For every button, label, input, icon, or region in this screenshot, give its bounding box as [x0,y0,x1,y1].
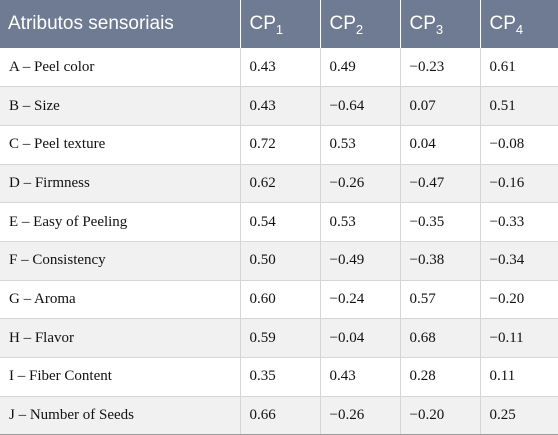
cell-cp2: −0.49 [319,241,400,281]
cell-cp3: 0.04 [399,125,480,165]
cell-cp2: 0.53 [319,125,400,165]
cell-cp3: 0.68 [399,318,480,358]
row-label: C – Peel texture [0,125,240,165]
header-cp3: CP3 [399,0,480,48]
cell-cp4: −0.33 [479,202,558,242]
header-cp1-base: CP [249,13,276,34]
cell-cp2: −0.26 [319,164,400,204]
table-header: Atributos sensoriais CP1 CP2 CP3 CP4 [0,0,558,48]
cell-cp3: −0.23 [399,48,480,88]
cell-cp3: −0.47 [399,164,480,204]
row-label: H – Flavor [0,318,240,358]
header-cp3-sub: 3 [435,22,444,37]
cell-cp1: 0.59 [239,318,320,358]
header-cp4-base: CP [489,13,516,34]
row-label: E – Easy of Peeling [0,202,240,242]
cell-cp3: 0.07 [399,86,480,126]
row-label: A – Peel color [0,48,240,88]
cell-cp4: 0.25 [479,396,558,435]
cell-cp4: −0.20 [479,280,558,320]
cell-cp2: 0.49 [319,48,400,88]
cell-cp1: 0.50 [239,241,320,281]
table-row: J – Number of Seeds 0.66 −0.26 −0.20 0.2… [0,396,558,435]
table-row: F – Consistency 0.50 −0.49 −0.38 −0.34 [0,241,558,281]
header-cp4-sub: 4 [515,22,524,37]
cell-cp1: 0.35 [239,357,320,397]
header-cp1: CP1 [239,0,320,48]
cell-cp3: 0.28 [399,357,480,397]
cell-cp1: 0.72 [239,125,320,165]
header-cp2-sub: 2 [355,22,364,37]
table-row: B – Size 0.43 −0.64 0.07 0.51 [0,86,558,126]
cell-cp1: 0.62 [239,164,320,204]
row-label: J – Number of Seeds [0,396,240,435]
row-label: I – Fiber Content [0,357,240,397]
cell-cp4: 0.11 [479,357,558,397]
cell-cp4: −0.08 [479,125,558,165]
cell-cp4: −0.11 [479,318,558,358]
cell-cp4: 0.61 [479,48,558,88]
row-label: F – Consistency [0,241,240,281]
cell-cp1: 0.43 [239,86,320,126]
header-cp3-base: CP [409,13,436,34]
cell-cp3: 0.57 [399,280,480,320]
row-label: B – Size [0,86,240,126]
table-row: G – Aroma 0.60 −0.24 0.57 −0.20 [0,280,558,320]
table-row: D – Firmness 0.62 −0.26 −0.47 −0.16 [0,164,558,204]
cell-cp3: −0.20 [399,396,480,435]
header-cp1-sub: 1 [275,22,284,37]
cell-cp1: 0.54 [239,202,320,242]
header-cp2-base: CP [329,13,356,34]
table-row: E – Easy of Peeling 0.54 0.53 −0.35 −0.3… [0,202,558,242]
cell-cp3: −0.35 [399,202,480,242]
cell-cp2: −0.04 [319,318,400,358]
cell-cp4: 0.51 [479,86,558,126]
table-row: H – Flavor 0.59 −0.04 0.68 −0.11 [0,318,558,358]
cell-cp2: −0.26 [319,396,400,435]
cell-cp1: 0.60 [239,280,320,320]
header-row: Atributos sensoriais CP1 CP2 CP3 CP4 [0,0,558,48]
cell-cp2: −0.64 [319,86,400,126]
cell-cp3: −0.38 [399,241,480,281]
header-attributes: Atributos sensoriais [8,13,174,34]
cell-cp4: −0.34 [479,241,558,281]
header-cp4: CP4 [479,0,558,48]
table-row: C – Peel texture 0.72 0.53 0.04 −0.08 [0,125,558,165]
table-row: A – Peel color 0.43 0.49 −0.23 0.61 [0,48,558,88]
table-body: A – Peel color 0.43 0.49 −0.23 0.61 B – … [0,48,558,435]
cell-cp4: −0.16 [479,164,558,204]
row-label: D – Firmness [0,164,240,204]
cell-cp1: 0.66 [239,396,320,435]
row-label: G – Aroma [0,280,240,320]
header-cp2: CP2 [319,0,400,48]
cell-cp2: −0.24 [319,280,400,320]
cell-cp2: 0.53 [319,202,400,242]
cell-cp2: 0.43 [319,357,400,397]
cell-cp1: 0.43 [239,48,320,88]
table-row: I – Fiber Content 0.35 0.43 0.28 0.11 [0,357,558,397]
